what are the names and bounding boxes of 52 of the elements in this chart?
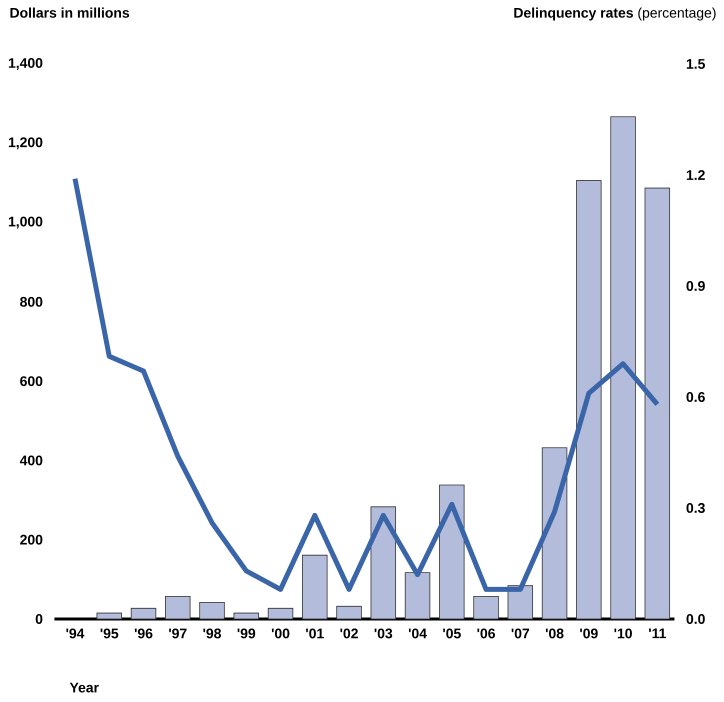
y-tick-label: 800 (20, 296, 42, 307)
x-tick-label: '09 (580, 628, 598, 638)
x-axis-title: Year (70, 682, 99, 692)
x-tick-label: '98 (203, 628, 222, 638)
y-axis-title: Dollars in millions (10, 8, 130, 18)
x-tick-label: '08 (546, 628, 564, 638)
bar (439, 484, 465, 620)
y2-tick-label: 0.0 (686, 614, 705, 624)
bar (576, 180, 602, 620)
bar (268, 608, 294, 620)
x-tick-label: '99 (238, 628, 256, 638)
bar (610, 116, 636, 620)
x-tick-label: '10 (614, 628, 632, 638)
y-tick-label: 0 (36, 614, 42, 624)
y2-tick-label: 0.6 (686, 392, 705, 402)
bar (336, 606, 362, 620)
bar (130, 608, 156, 620)
bar (404, 572, 430, 620)
y-tick-label: 600 (20, 376, 42, 386)
y2-tick-label: 0.9 (686, 281, 705, 291)
x-tick-label: '01 (306, 628, 324, 638)
y2-axis-title: Delinquency rates (percentage) (514, 8, 716, 21)
bar (542, 447, 568, 620)
x-tick-label: '11 (649, 628, 666, 638)
x-tick-label: '94 (66, 628, 84, 638)
y2-tick-label: 1.5 (686, 59, 705, 69)
x-tick-label: '06 (477, 628, 495, 638)
x-tick-label: '03 (374, 628, 392, 638)
y2-tick-label: 1.2 (686, 170, 705, 180)
bar (96, 612, 122, 620)
x-tick-label: '95 (100, 628, 118, 638)
x-tick-label: '96 (134, 628, 152, 638)
x-tick-label: '97 (169, 628, 187, 638)
y-tick-label: 1,000 (8, 216, 42, 229)
x-tick-label: '02 (340, 628, 358, 638)
bar (302, 554, 328, 620)
y2-tick-label: 0.3 (686, 503, 705, 513)
bar (370, 506, 396, 620)
bar (473, 596, 499, 620)
y-tick-label: 1,200 (8, 137, 42, 150)
x-tick-label: '05 (443, 628, 461, 638)
bar (165, 596, 190, 620)
bar (234, 612, 260, 620)
x-tick-label: '00 (272, 628, 290, 638)
x-tick-label: '07 (512, 628, 530, 638)
y-tick-label: 1,400 (8, 58, 42, 70)
x-tick-label: '04 (408, 628, 427, 638)
y-tick-label: 200 (20, 534, 42, 545)
line-series (72, 176, 660, 592)
y-tick-label: 400 (20, 455, 42, 466)
bar (644, 188, 670, 620)
bar (199, 602, 225, 620)
